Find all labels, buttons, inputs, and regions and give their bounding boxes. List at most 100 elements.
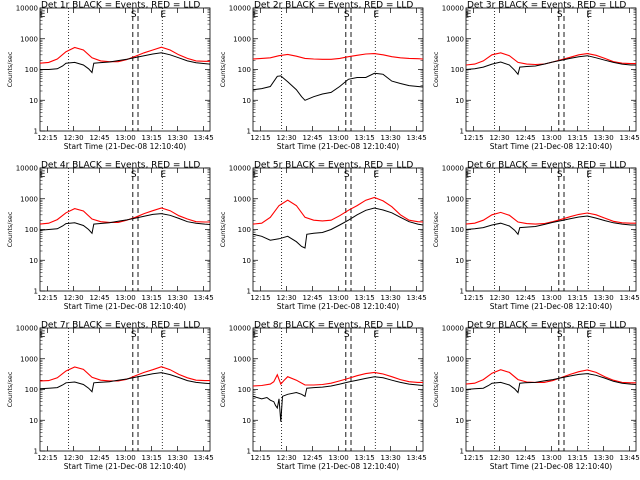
x-axis-label: Start Time (21-Dec-08 12:10:40) [64, 142, 186, 151]
x-tick-label: 13:00 [115, 294, 135, 302]
y-tick-label: 10000 [229, 165, 251, 173]
marker-letter: S [344, 170, 350, 180]
marker-letter: E [40, 10, 46, 20]
x-axis-label: Start Time (21-Dec-08 12:10:40) [490, 302, 612, 311]
marker-letter: S [344, 330, 350, 340]
x-tick-label: 13:00 [328, 454, 348, 462]
marker-letter: S [344, 10, 350, 20]
x-tick-label: 12:15 [463, 454, 483, 462]
x-tick-label: 12:15 [463, 134, 483, 142]
panel-4: Det 4r BLACK = Events, RED = LLD 1 10 100 10… [6, 161, 214, 312]
plot-frame [252, 327, 424, 452]
x-tick-label: 12:45 [89, 294, 109, 302]
x-tick-label: 12:45 [302, 454, 322, 462]
x-tick-label: 13:45 [620, 454, 640, 462]
x-tick-label: 12:30 [276, 294, 296, 302]
x-tick-label: 13:30 [381, 454, 401, 462]
events-series-line [252, 207, 424, 249]
marker-letter: E [466, 330, 472, 340]
lld-series-line [252, 53, 424, 60]
x-axis-label: Start Time (21-Dec-08 12:10:40) [64, 462, 186, 471]
panel-8: Det 8r BLACK = Events, RED = LLD 1 10 100 10… [219, 321, 427, 472]
y-tick-label: 1 [247, 288, 251, 296]
y-tick-label: 100 [451, 66, 464, 74]
lld-series-line [252, 371, 423, 387]
y-tick-label: 10000 [229, 325, 251, 333]
panel-title: Det 5r BLACK = Events, RED = LLD [254, 161, 413, 171]
events-series-line [40, 52, 211, 74]
y-tick-label: 1000 [233, 35, 251, 43]
x-tick-label: 13:00 [541, 454, 561, 462]
x-tick-label: 13:00 [541, 294, 561, 302]
y-axis-label: Counts/sec [219, 51, 227, 87]
marker-letter: S [557, 10, 563, 20]
x-axis-label: Start Time (21-Dec-08 12:10:40) [277, 462, 399, 471]
y-tick-label: 10000 [442, 165, 464, 173]
y-tick-label: 100 [25, 386, 38, 394]
events-series-line [39, 372, 211, 393]
y-tick-label: 1 [460, 448, 464, 456]
x-axis-label: Start Time (21-Dec-08 12:10:40) [277, 142, 399, 151]
y-tick-label: 1000 [233, 355, 251, 363]
y-axis-label: Counts/sec [432, 211, 440, 247]
y-axis-label: Counts/sec [219, 211, 227, 247]
plot-frame [39, 167, 211, 292]
y-axis-label: Counts/sec [432, 51, 440, 87]
marker-letter: E [160, 10, 166, 20]
panel-title: Det 4r BLACK = Events, RED = LLD [41, 161, 200, 171]
marker-letter: E [373, 170, 379, 180]
y-tick-label: 1000 [446, 355, 464, 363]
panel-title: Det 6r BLACK = Events, RED = LLD [467, 161, 626, 171]
y-tick-label: 100 [25, 66, 38, 74]
events-series-line [252, 376, 424, 422]
x-tick-label: 13:45 [194, 454, 214, 462]
x-tick-label: 12:15 [250, 294, 270, 302]
y-tick-label: 1000 [446, 195, 464, 203]
plot-frame [39, 327, 211, 452]
y-tick-label: 10000 [442, 5, 464, 13]
y-tick-label: 10 [455, 97, 464, 105]
x-tick-label: 12:30 [489, 454, 509, 462]
x-tick-label: 12:15 [463, 294, 483, 302]
marker-letter: E [40, 170, 46, 180]
y-axis-label: Counts/sec [219, 371, 227, 407]
y-tick-label: 100 [238, 226, 251, 234]
marker-letter: E [586, 330, 592, 340]
marker-letter: E [40, 330, 46, 340]
y-tick-label: 1 [247, 128, 251, 136]
x-tick-label: 12:15 [250, 454, 270, 462]
marker-letter: S [557, 330, 563, 340]
marker-letter: E [586, 170, 592, 180]
y-tick-label: 10 [242, 417, 251, 425]
x-tick-label: 13:15 [354, 454, 374, 462]
x-tick-label: 13:30 [594, 134, 614, 142]
x-tick-label: 13:30 [168, 134, 188, 142]
plot-frame [465, 7, 637, 132]
y-axis-label: Counts/sec [6, 51, 14, 87]
x-tick-label: 13:45 [620, 134, 640, 142]
marker-letter: E [373, 330, 379, 340]
lld-series-line [252, 196, 424, 225]
x-axis-label: Start Time (21-Dec-08 12:10:40) [64, 302, 186, 311]
plot-frame [252, 167, 424, 292]
events-series-line [465, 373, 637, 394]
x-tick-label: 12:30 [276, 454, 296, 462]
panel-6: Det 6r BLACK = Events, RED = LLD 1 10 100 10… [432, 161, 640, 312]
plot-frame [465, 167, 637, 292]
lld-series-line [465, 52, 636, 66]
marker-letter: E [160, 170, 166, 180]
x-tick-label: 13:15 [567, 134, 587, 142]
marker-letter: E [253, 170, 259, 180]
x-tick-label: 12:30 [63, 454, 83, 462]
y-tick-label: 10 [242, 97, 251, 105]
x-tick-label: 12:30 [63, 294, 83, 302]
y-tick-label: 1 [460, 288, 464, 296]
x-tick-label: 13:15 [141, 134, 161, 142]
y-tick-label: 10 [242, 257, 251, 265]
x-tick-label: 13:15 [567, 454, 587, 462]
x-tick-label: 12:15 [37, 294, 57, 302]
y-tick-label: 100 [238, 66, 251, 74]
y-tick-label: 1000 [446, 35, 464, 43]
y-tick-label: 100 [451, 386, 464, 394]
panel-2: Det 2r BLACK = Events, RED = LLD 1 10 100 10… [219, 1, 427, 152]
